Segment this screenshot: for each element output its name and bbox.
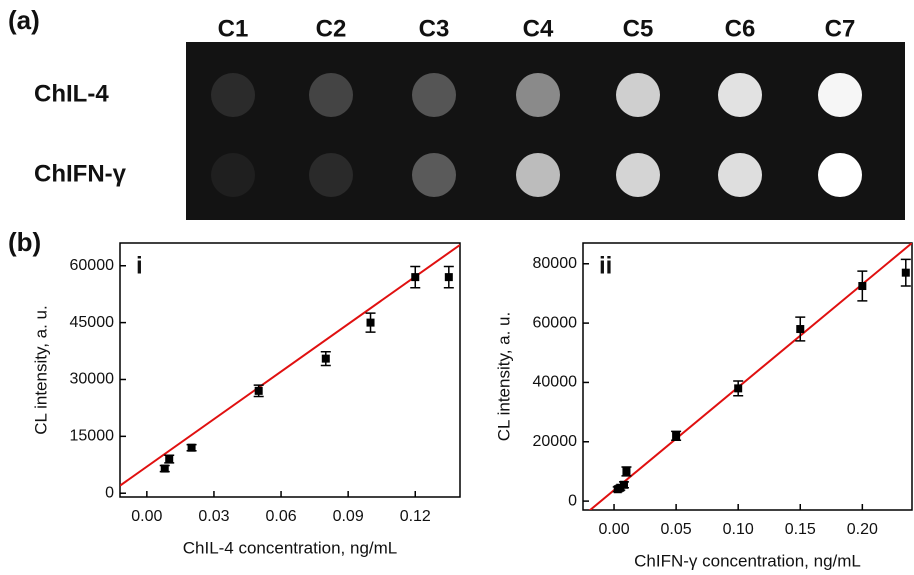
column-label: C4: [523, 15, 554, 42]
fit-line: [120, 245, 460, 486]
x-tick-label: 0.15: [785, 521, 816, 538]
column-label: C1: [218, 15, 249, 42]
spot: [616, 73, 660, 117]
x-tick-label: 0.09: [333, 508, 364, 525]
panel-label: (b): [8, 227, 41, 257]
data-point: [734, 384, 742, 392]
column-label: C3: [419, 15, 450, 42]
y-tick-label: 45000: [70, 314, 115, 331]
data-point: [622, 467, 630, 475]
panel-label: ii: [599, 252, 612, 279]
column-label: C7: [825, 15, 856, 42]
row-label: ChIFN-γ: [34, 160, 127, 187]
data-point: [620, 481, 628, 489]
figure: (a) (b) C1 C2 C3 C4 C5 C6 C7 ChIL-4 ChIFN-γ 0.00 0…: [0, 0, 914, 570]
y-tick-label: 15000: [70, 428, 115, 445]
y-tick-label: 80000: [533, 255, 578, 272]
y-tick-label: 40000: [533, 374, 578, 391]
y-tick-label: 0: [105, 484, 114, 501]
x-tick-label: 0.03: [198, 508, 229, 525]
column-label: C2: [316, 15, 347, 42]
column-label: C5: [623, 15, 654, 42]
spot: [412, 153, 456, 197]
x-tick-label: 0.00: [131, 508, 162, 525]
spot: [718, 73, 762, 117]
y-tick-label: 0: [568, 492, 577, 509]
x-tick-label: 0.06: [265, 508, 296, 525]
panel-label: i: [136, 252, 143, 279]
row-label: ChIL-4: [34, 80, 109, 107]
spot: [211, 73, 255, 117]
spot: [616, 153, 660, 197]
spot: [516, 153, 560, 197]
data-point: [858, 282, 866, 290]
data-point: [902, 269, 910, 277]
data-point: [796, 325, 804, 333]
spot: [412, 73, 456, 117]
data-point: [411, 273, 419, 281]
data-point: [165, 455, 173, 463]
y-tick-label: 60000: [70, 257, 115, 274]
data-point: [445, 273, 453, 281]
y-axis-title: CL intensity, a. u.: [494, 312, 513, 441]
spot: [309, 153, 353, 197]
data-point: [367, 319, 375, 327]
x-tick-label: 0.20: [847, 521, 878, 538]
x-tick-label: 0.10: [723, 521, 754, 538]
column-label: C6: [725, 15, 756, 42]
x-axis-title: ChIFN-γ concentration, ng/mL: [634, 551, 861, 570]
x-tick-label: 0.05: [661, 521, 692, 538]
x-axis-title: ChIL-4 concentration, ng/mL: [183, 538, 398, 557]
spot: [309, 73, 353, 117]
x-tick-label: 0.00: [598, 521, 629, 538]
spot: [211, 153, 255, 197]
panel-label: (a): [8, 5, 40, 35]
y-tick-label: 30000: [70, 371, 115, 388]
data-point: [255, 387, 263, 395]
y-tick-label: 60000: [533, 314, 578, 331]
data-point: [188, 444, 196, 452]
x-tick-label: 0.12: [400, 508, 431, 525]
data-point: [672, 432, 680, 440]
spot: [818, 73, 862, 117]
data-point: [161, 465, 169, 473]
y-axis-title: CL intensity, a. u.: [31, 305, 50, 434]
spot: [516, 73, 560, 117]
spot: [718, 153, 762, 197]
y-tick-label: 20000: [533, 433, 578, 450]
data-point: [322, 355, 330, 363]
spot: [818, 153, 862, 197]
